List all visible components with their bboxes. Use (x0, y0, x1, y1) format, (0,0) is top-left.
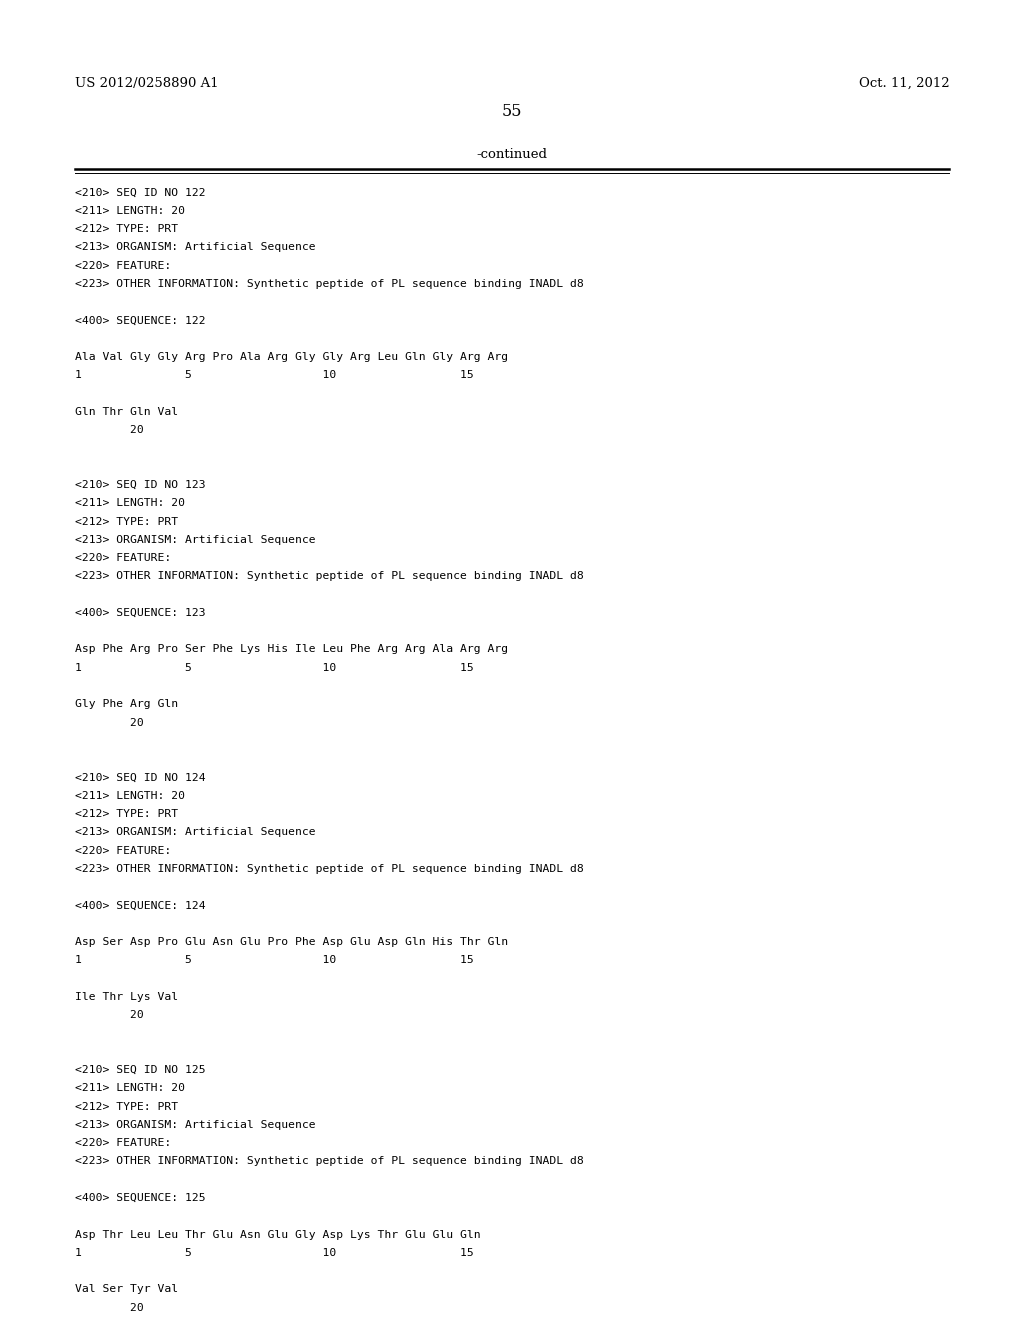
Text: <213> ORGANISM: Artificial Sequence: <213> ORGANISM: Artificial Sequence (75, 828, 315, 837)
Text: Asp Phe Arg Pro Ser Phe Lys His Ile Leu Phe Arg Arg Ala Arg Arg: Asp Phe Arg Pro Ser Phe Lys His Ile Leu … (75, 644, 508, 655)
Text: Asp Thr Leu Leu Thr Glu Asn Glu Gly Asp Lys Thr Glu Glu Gln: Asp Thr Leu Leu Thr Glu Asn Glu Gly Asp … (75, 1229, 480, 1239)
Text: Oct. 11, 2012: Oct. 11, 2012 (858, 77, 949, 90)
Text: <400> SEQUENCE: 124: <400> SEQUENCE: 124 (75, 900, 206, 911)
Text: <400> SEQUENCE: 125: <400> SEQUENCE: 125 (75, 1193, 206, 1203)
Text: Asp Ser Asp Pro Glu Asn Glu Pro Phe Asp Glu Asp Gln His Thr Gln: Asp Ser Asp Pro Glu Asn Glu Pro Phe Asp … (75, 937, 508, 946)
Text: <213> ORGANISM: Artificial Sequence: <213> ORGANISM: Artificial Sequence (75, 535, 315, 545)
Text: <220> FEATURE:: <220> FEATURE: (75, 1138, 171, 1148)
Text: Ala Val Gly Gly Arg Pro Ala Arg Gly Gly Arg Leu Gln Gly Arg Arg: Ala Val Gly Gly Arg Pro Ala Arg Gly Gly … (75, 352, 508, 362)
Text: <223> OTHER INFORMATION: Synthetic peptide of PL sequence binding INADL d8: <223> OTHER INFORMATION: Synthetic pepti… (75, 572, 584, 581)
Text: <212> TYPE: PRT: <212> TYPE: PRT (75, 516, 178, 527)
Text: <223> OTHER INFORMATION: Synthetic peptide of PL sequence binding INADL d8: <223> OTHER INFORMATION: Synthetic pepti… (75, 279, 584, 289)
Text: <213> ORGANISM: Artificial Sequence: <213> ORGANISM: Artificial Sequence (75, 1119, 315, 1130)
Text: <400> SEQUENCE: 123: <400> SEQUENCE: 123 (75, 609, 206, 618)
Text: 1               5                   10                  15: 1 5 10 15 (75, 956, 473, 965)
Text: 55: 55 (502, 103, 522, 120)
Text: <223> OTHER INFORMATION: Synthetic peptide of PL sequence binding INADL d8: <223> OTHER INFORMATION: Synthetic pepti… (75, 863, 584, 874)
Text: 1               5                   10                  15: 1 5 10 15 (75, 1247, 473, 1258)
Text: <212> TYPE: PRT: <212> TYPE: PRT (75, 224, 178, 234)
Text: US 2012/0258890 A1: US 2012/0258890 A1 (75, 77, 218, 90)
Text: <211> LENGTH: 20: <211> LENGTH: 20 (75, 791, 184, 801)
Text: <210> SEQ ID NO 122: <210> SEQ ID NO 122 (75, 187, 206, 198)
Text: <211> LENGTH: 20: <211> LENGTH: 20 (75, 498, 184, 508)
Text: <212> TYPE: PRT: <212> TYPE: PRT (75, 1101, 178, 1111)
Text: <220> FEATURE:: <220> FEATURE: (75, 260, 171, 271)
Text: Gln Thr Gln Val: Gln Thr Gln Val (75, 407, 178, 417)
Text: <212> TYPE: PRT: <212> TYPE: PRT (75, 809, 178, 818)
Text: <223> OTHER INFORMATION: Synthetic peptide of PL sequence binding INADL d8: <223> OTHER INFORMATION: Synthetic pepti… (75, 1156, 584, 1167)
Text: <210> SEQ ID NO 125: <210> SEQ ID NO 125 (75, 1065, 206, 1074)
Text: 20: 20 (75, 425, 143, 436)
Text: Ile Thr Lys Val: Ile Thr Lys Val (75, 991, 178, 1002)
Text: <220> FEATURE:: <220> FEATURE: (75, 846, 171, 855)
Text: <213> ORGANISM: Artificial Sequence: <213> ORGANISM: Artificial Sequence (75, 243, 315, 252)
Text: 20: 20 (75, 1010, 143, 1020)
Text: Gly Phe Arg Gln: Gly Phe Arg Gln (75, 700, 178, 709)
Text: 1               5                   10                  15: 1 5 10 15 (75, 370, 473, 380)
Text: <220> FEATURE:: <220> FEATURE: (75, 553, 171, 564)
Text: <210> SEQ ID NO 124: <210> SEQ ID NO 124 (75, 772, 206, 783)
Text: <210> SEQ ID NO 123: <210> SEQ ID NO 123 (75, 480, 206, 490)
Text: -continued: -continued (476, 148, 548, 161)
Text: <211> LENGTH: 20: <211> LENGTH: 20 (75, 206, 184, 215)
Text: <211> LENGTH: 20: <211> LENGTH: 20 (75, 1084, 184, 1093)
Text: Val Ser Tyr Val: Val Ser Tyr Val (75, 1284, 178, 1295)
Text: 1               5                   10                  15: 1 5 10 15 (75, 663, 473, 673)
Text: 20: 20 (75, 1303, 143, 1312)
Text: <400> SEQUENCE: 122: <400> SEQUENCE: 122 (75, 315, 206, 326)
Text: 20: 20 (75, 718, 143, 727)
